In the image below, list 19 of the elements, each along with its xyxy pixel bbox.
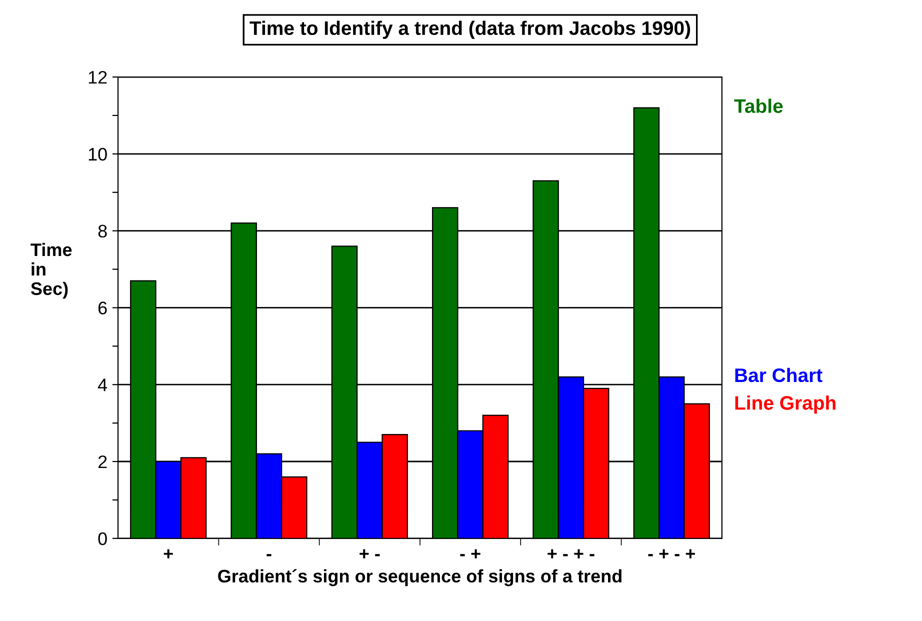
y-tick-label: 0	[98, 532, 107, 546]
y-tick-label: 6	[98, 302, 107, 314]
y-tick-label: 2	[98, 455, 107, 468]
x-axis-title: Gradient´s sign or sequence of signs of a trend	[218, 569, 622, 586]
x-tick-label: - +	[460, 549, 480, 558]
y-tick-label: 12	[88, 70, 107, 84]
x-tick-label: +	[164, 549, 173, 558]
y-axis-title: Time in Sec)	[30, 242, 72, 299]
y-tick-label: 4	[98, 378, 108, 392]
chart-title: Time to Identify a trend (data from Jacobs 1990)	[250, 20, 690, 39]
series-label: Line Graph	[735, 396, 836, 414]
y-tick-label: 8	[98, 224, 107, 238]
text: Table	[734, 98, 783, 113]
x-tick-label: + -	[360, 549, 380, 558]
text: Bar Chart	[735, 368, 822, 382]
y-tick-label: 10	[88, 148, 107, 161]
x-tick-label: + - + -	[548, 549, 594, 558]
x-tick-label: - + - +	[648, 549, 695, 558]
x-tick-label: -	[266, 554, 272, 556]
